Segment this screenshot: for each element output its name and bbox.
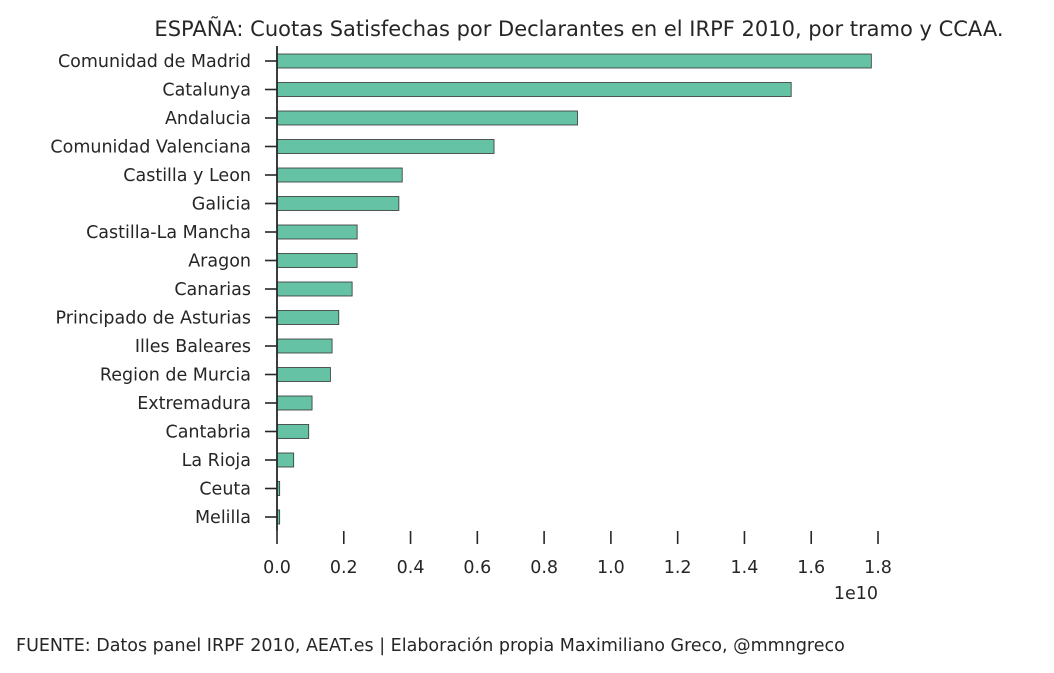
bar xyxy=(276,253,358,268)
bar xyxy=(276,139,495,154)
bar xyxy=(276,281,353,297)
y-tick-label: Castilla y Leon xyxy=(123,166,251,186)
y-tick-label: Illes Baleares xyxy=(135,337,251,357)
bar xyxy=(276,367,331,382)
y-tick-label: Region de Murcia xyxy=(100,366,251,386)
bar xyxy=(276,224,358,240)
y-tick-label: Cantabria xyxy=(165,423,251,443)
chart-title: ESPAÑA: Cuotas Satisfechas por Declarant… xyxy=(154,15,1003,41)
x-tick-label: 0.4 xyxy=(397,558,425,578)
bar xyxy=(276,53,872,69)
x-axis-scale-label: 1e10 xyxy=(834,584,878,604)
bar xyxy=(276,167,403,183)
y-tick-label: Comunidad Valenciana xyxy=(50,138,251,158)
y-tick-label: Castilla-La Mancha xyxy=(86,223,251,243)
bars-group xyxy=(276,53,872,525)
bar xyxy=(276,338,333,354)
y-tick-label: Comunidad de Madrid xyxy=(58,52,251,72)
y-tick-label: La Rioja xyxy=(182,451,251,471)
y-tick-label: Ceuta xyxy=(199,480,251,500)
x-tick-label: 1.8 xyxy=(864,558,892,578)
y-tick-label: Andalucia xyxy=(165,109,251,129)
y-tick-label: Melilla xyxy=(195,508,251,528)
x-tick-label: 1.2 xyxy=(664,558,692,578)
y-axis: Comunidad de Madrid Catalunya Andalucia Com… xyxy=(50,46,278,531)
bar xyxy=(276,110,578,126)
bar xyxy=(276,424,310,439)
bar xyxy=(276,395,313,411)
x-tick-label: 1.4 xyxy=(731,558,759,578)
bar xyxy=(276,310,340,325)
x-tick-label: 1.6 xyxy=(797,558,825,578)
y-tick-label: Extremadura xyxy=(137,394,251,414)
x-axis: 0.0 0.2 0.4 0.6 0.8 1.0 1.2 1.4 1.6 1.8 xyxy=(263,531,892,578)
y-tick-label: Canarias xyxy=(174,280,251,300)
bar xyxy=(276,452,295,468)
x-tick-label: 0.0 xyxy=(263,558,291,578)
y-tick-label: Galicia xyxy=(192,195,251,215)
x-tick-label: 0.2 xyxy=(330,558,358,578)
x-tick-label: 0.8 xyxy=(530,558,558,578)
source-caption: FUENTE: Datos panel IRPF 2010, AEAT.es |… xyxy=(16,636,845,656)
bar xyxy=(276,82,792,97)
bar xyxy=(276,196,400,211)
y-tick-label: Catalunya xyxy=(162,81,251,101)
y-tick-label: Aragon xyxy=(188,252,251,272)
x-tick-label: 0.6 xyxy=(463,558,491,578)
y-tick-label: Principado de Asturias xyxy=(56,309,251,329)
x-tick-label: 1.0 xyxy=(597,558,625,578)
